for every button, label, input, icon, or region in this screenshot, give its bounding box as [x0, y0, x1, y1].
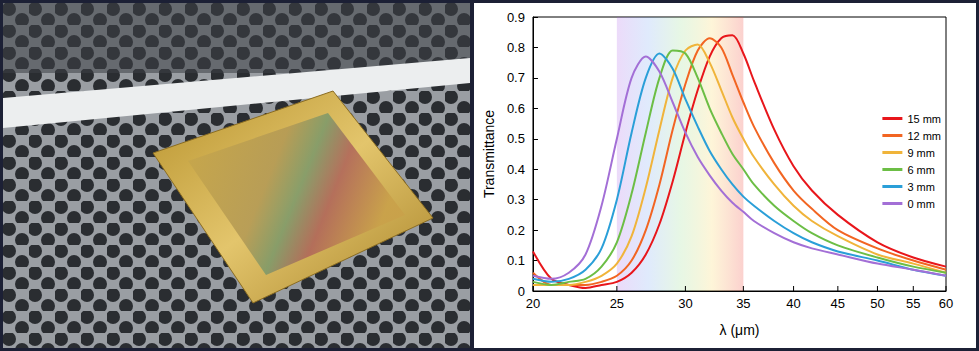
svg-text:30: 30	[678, 296, 692, 311]
svg-text:25: 25	[610, 296, 624, 311]
svg-text:35: 35	[736, 296, 750, 311]
svg-text:50: 50	[870, 296, 884, 311]
svg-text:12 mm: 12 mm	[907, 130, 941, 142]
svg-text:3 mm: 3 mm	[907, 181, 935, 193]
svg-text:55: 55	[906, 296, 920, 311]
svg-text:0.7: 0.7	[507, 70, 525, 85]
svg-text:0.1: 0.1	[507, 253, 525, 268]
svg-text:9 mm: 9 mm	[907, 147, 935, 159]
svg-text:λ (μm): λ (μm)	[720, 322, 760, 338]
svg-text:Transmittance: Transmittance	[481, 110, 497, 198]
svg-text:6 mm: 6 mm	[907, 164, 935, 176]
svg-text:0.3: 0.3	[507, 192, 525, 207]
svg-text:0.5: 0.5	[507, 131, 525, 146]
svg-text:0 mm: 0 mm	[907, 198, 935, 210]
svg-text:15 mm: 15 mm	[907, 113, 941, 125]
svg-text:0.6: 0.6	[507, 101, 525, 116]
svg-text:0: 0	[518, 284, 525, 299]
svg-text:0.8: 0.8	[507, 40, 525, 55]
svg-text:0.2: 0.2	[507, 223, 525, 238]
svg-text:0.9: 0.9	[507, 10, 525, 25]
svg-text:0.4: 0.4	[507, 162, 525, 177]
svg-text:45: 45	[831, 296, 845, 311]
svg-text:20: 20	[526, 296, 540, 311]
svg-text:40: 40	[786, 296, 800, 311]
svg-text:60: 60	[939, 296, 953, 311]
